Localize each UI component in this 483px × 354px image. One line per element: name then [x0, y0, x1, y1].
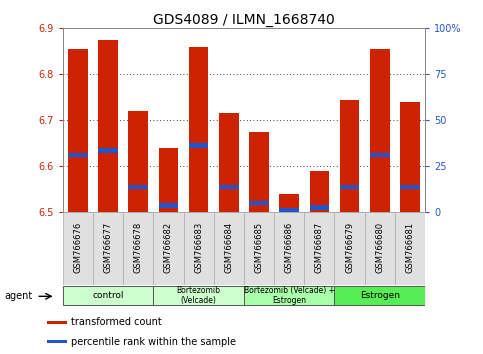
Bar	[244, 212, 274, 285]
Bar	[93, 212, 123, 285]
Bar	[63, 212, 93, 285]
Bar	[370, 153, 390, 157]
Bar	[304, 212, 334, 285]
Bar	[365, 212, 395, 285]
Bar	[98, 40, 118, 212]
Bar	[128, 111, 148, 212]
Text: control: control	[92, 291, 124, 300]
Bar	[279, 208, 299, 212]
Title: GDS4089 / ILMN_1668740: GDS4089 / ILMN_1668740	[153, 13, 335, 27]
Text: GSM766683: GSM766683	[194, 222, 203, 273]
Bar	[98, 148, 118, 153]
Bar	[154, 286, 244, 305]
Bar	[158, 148, 178, 212]
Bar	[279, 194, 299, 212]
Bar	[249, 201, 269, 206]
Bar	[189, 47, 209, 212]
Bar	[244, 286, 334, 305]
Bar	[219, 185, 239, 189]
Text: GSM766685: GSM766685	[255, 222, 264, 273]
Bar	[68, 49, 88, 212]
Bar	[47, 340, 67, 343]
Bar	[400, 185, 420, 189]
Bar	[158, 203, 178, 208]
Text: Bortezomib
(Velcade): Bortezomib (Velcade)	[177, 286, 221, 305]
Text: GSM766681: GSM766681	[405, 222, 414, 273]
Text: percentile rank within the sample: percentile rank within the sample	[71, 337, 236, 347]
Bar	[154, 212, 184, 285]
Bar	[334, 286, 425, 305]
Bar	[400, 102, 420, 212]
Text: GSM766684: GSM766684	[224, 222, 233, 273]
Bar	[334, 212, 365, 285]
Bar	[370, 49, 390, 212]
Text: GSM766676: GSM766676	[73, 222, 83, 273]
Bar	[184, 212, 213, 285]
Bar	[219, 114, 239, 212]
Bar	[340, 185, 359, 189]
Text: GSM766679: GSM766679	[345, 222, 354, 273]
Bar	[213, 212, 244, 285]
Bar	[395, 212, 425, 285]
Text: agent: agent	[5, 291, 33, 301]
Bar	[47, 321, 67, 324]
Bar	[128, 185, 148, 189]
Bar	[68, 153, 88, 157]
Text: Bortezomib (Velcade) +
Estrogen: Bortezomib (Velcade) + Estrogen	[244, 286, 335, 305]
Text: GSM766682: GSM766682	[164, 222, 173, 273]
Text: GSM766687: GSM766687	[315, 222, 324, 273]
Bar	[310, 171, 329, 212]
Text: GSM766677: GSM766677	[103, 222, 113, 273]
Bar	[123, 212, 154, 285]
Text: GSM766678: GSM766678	[134, 222, 143, 273]
Bar	[189, 143, 209, 148]
Text: transformed count: transformed count	[71, 318, 162, 327]
Bar	[340, 100, 359, 212]
Bar	[63, 286, 154, 305]
Text: GSM766686: GSM766686	[284, 222, 294, 273]
Text: Estrogen: Estrogen	[360, 291, 400, 300]
Text: GSM766680: GSM766680	[375, 222, 384, 273]
Bar	[274, 212, 304, 285]
Bar	[249, 132, 269, 212]
Bar	[310, 206, 329, 210]
